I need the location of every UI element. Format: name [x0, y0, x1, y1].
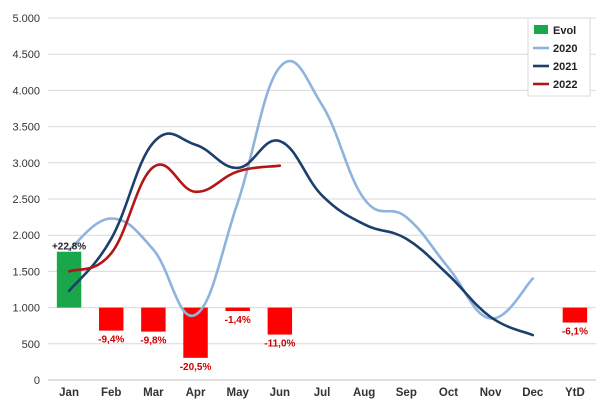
evol-labels: +22,8% -9,4% -9,8% -20,5% -1,4% -11,0% -6,1% [52, 242, 588, 373]
legend-entry-2021: 2021 [553, 61, 577, 73]
y-tick-label: 4.000 [12, 85, 40, 97]
x-tick-label: Jul [314, 387, 331, 399]
y-tick-label: 500 [22, 339, 40, 351]
evol-data-label: -1,4% [225, 315, 251, 326]
evol-bar [562, 307, 588, 323]
x-tick-label: Sep [396, 387, 417, 399]
evol-data-label: -20,5% [180, 362, 212, 373]
y-tick-label: 4.500 [12, 49, 40, 61]
series-line-2022 [67, 163, 282, 273]
evol-bar [56, 251, 82, 308]
series-line-2021 [67, 132, 535, 337]
y-tick-label: 0 [34, 375, 40, 387]
evol-data-label: -11,0% [264, 339, 295, 350]
x-tick-label: Dec [522, 387, 544, 399]
x-tick-label: Oct [439, 387, 458, 399]
evol-data-label: +22,8% [52, 242, 86, 253]
evol-data-label: -9,4% [98, 335, 124, 346]
y-tick-label: 2.500 [12, 194, 40, 206]
x-tick-label: May [227, 387, 250, 399]
gridlines [48, 17, 596, 345]
evol-bars [56, 251, 588, 358]
y-tick-label: 5.000 [12, 13, 40, 25]
x-tick-label: Feb [101, 387, 121, 399]
y-tick-label: 3.500 [12, 122, 40, 134]
evol-data-label: -6,1% [562, 327, 588, 338]
legend: Evol 2020 2021 2022 [527, 17, 591, 97]
x-tick-label: Jan [59, 387, 79, 399]
x-tick-label: Mar [143, 387, 164, 399]
evol-bar [99, 307, 124, 331]
y-tick-label: 1.000 [12, 303, 40, 315]
y-tick-label: 3.000 [12, 158, 40, 170]
legend-entry-evol: Evol [553, 25, 576, 37]
series-lines [67, 59, 535, 337]
evol-bar [225, 307, 250, 312]
x-tick-label: Apr [186, 387, 206, 399]
legend-swatch-evol [534, 25, 548, 34]
x-tick-label: YtD [565, 387, 585, 399]
x-tick-label: Aug [353, 387, 375, 399]
legend-entry-2020: 2020 [553, 43, 577, 55]
x-tick-label: Jun [270, 387, 290, 399]
axes: 0 500 1.000 1.500 2.000 2.500 3.000 3.500 4.000 4… [12, 13, 596, 399]
legend-entry-2022: 2022 [553, 79, 577, 91]
evol-bar [141, 307, 166, 332]
evol-bar [267, 307, 293, 335]
y-tick-label: 2.000 [12, 230, 40, 242]
y-tick-label: 1.500 [12, 266, 40, 278]
evol-data-label: -9,8% [140, 336, 166, 347]
series-line-2020 [67, 59, 535, 320]
x-tick-label: Nov [480, 387, 502, 399]
